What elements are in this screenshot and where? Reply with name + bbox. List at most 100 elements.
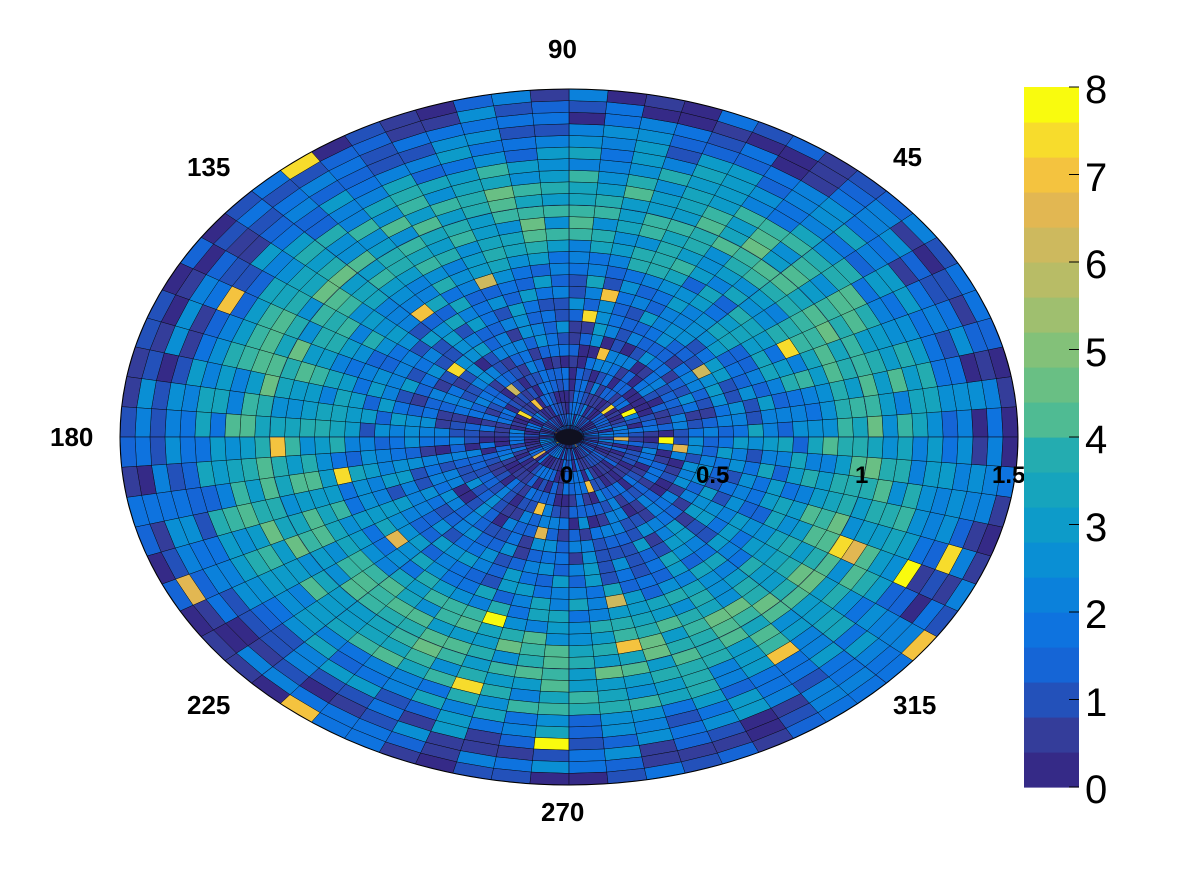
heatmap-cell bbox=[581, 309, 598, 324]
heatmap-cell bbox=[881, 414, 899, 438]
heatmap-cell bbox=[732, 436, 749, 450]
angle-label-315: 315 bbox=[893, 690, 936, 720]
heatmap-cell bbox=[551, 575, 570, 589]
color-scale-step bbox=[1024, 752, 1079, 788]
heatmap-cell bbox=[568, 517, 580, 531]
heatmap-cell bbox=[194, 436, 212, 463]
heatmap-cell bbox=[533, 123, 570, 137]
color-tick-0: 0 bbox=[1085, 768, 1107, 812]
heatmap-cell bbox=[164, 436, 182, 465]
heatmap-cell bbox=[529, 263, 551, 278]
heatmap-cell bbox=[568, 193, 597, 207]
heatmap-cell bbox=[179, 436, 197, 464]
heatmap-cell bbox=[568, 667, 597, 681]
heatmap-cell bbox=[537, 702, 570, 716]
heatmap-cell bbox=[822, 418, 839, 438]
heatmap-cell bbox=[926, 436, 944, 463]
heatmap-cell bbox=[588, 251, 611, 266]
angular-gridline bbox=[568, 190, 887, 438]
heatmap-cell bbox=[299, 436, 316, 456]
heatmap-cell bbox=[542, 656, 570, 670]
heatmap-cell bbox=[545, 633, 570, 647]
heatmap-cell bbox=[837, 417, 854, 438]
heatmap-cell bbox=[775, 450, 793, 468]
heatmap-cell bbox=[559, 355, 570, 368]
heatmap-cell bbox=[580, 321, 596, 335]
heatmap-cell bbox=[557, 332, 570, 345]
heatmap-cell bbox=[747, 423, 764, 438]
heatmap-cell bbox=[568, 714, 602, 728]
heatmap-cell bbox=[537, 298, 555, 312]
heatmap-cell bbox=[775, 406, 793, 424]
heatmap-cell bbox=[254, 415, 272, 438]
heatmap-cell bbox=[568, 297, 585, 311]
heatmap-cell bbox=[419, 426, 436, 438]
heatmap-cell bbox=[760, 449, 778, 466]
radial-label-1: 1 bbox=[855, 462, 868, 489]
heatmap-cell bbox=[558, 517, 570, 531]
heatmap-cell bbox=[688, 436, 704, 447]
color-scale-step bbox=[1024, 612, 1079, 648]
heatmap-cell bbox=[344, 421, 361, 438]
color-scale-step bbox=[1024, 192, 1079, 228]
heatmap-cell bbox=[299, 418, 316, 438]
heatmap-cell bbox=[546, 239, 570, 253]
heatmap-cell bbox=[554, 552, 570, 565]
heatmap-cell bbox=[762, 436, 779, 452]
heatmap-cell bbox=[911, 412, 929, 438]
heatmap-cell bbox=[896, 436, 914, 461]
heatmap-cell bbox=[568, 216, 595, 230]
heatmap-cell bbox=[550, 586, 570, 600]
heatmap-cell bbox=[119, 436, 137, 468]
heatmap-cell bbox=[530, 100, 570, 114]
heatmap-cell bbox=[536, 146, 570, 160]
heatmap-cell bbox=[543, 216, 570, 230]
heatmap-cell bbox=[555, 320, 570, 334]
angular-gridline bbox=[251, 436, 570, 684]
heatmap-cell bbox=[568, 633, 593, 647]
heatmap-cell bbox=[534, 573, 554, 588]
color-tick-3: 3 bbox=[1085, 506, 1107, 550]
color-scale-step bbox=[1024, 297, 1079, 333]
heatmap-cell bbox=[956, 409, 974, 438]
heatmap-cell bbox=[986, 407, 1004, 438]
heatmap-cell bbox=[463, 436, 480, 445]
heatmap-cell bbox=[329, 436, 346, 454]
heatmap-cell bbox=[529, 596, 551, 611]
heatmap-cell bbox=[555, 540, 570, 554]
heatmap-cell bbox=[330, 404, 349, 423]
color-scale-step bbox=[1024, 542, 1079, 578]
heatmap-cell bbox=[542, 204, 570, 218]
heatmap-cell bbox=[284, 417, 301, 438]
heatmap-cell bbox=[716, 446, 734, 460]
heatmap-cell bbox=[568, 506, 579, 519]
heatmap-cell bbox=[881, 436, 899, 460]
heatmap-cell bbox=[702, 426, 719, 438]
heatmap-cell bbox=[583, 562, 601, 576]
heatmap-cell bbox=[536, 714, 570, 728]
heatmap-cell bbox=[568, 702, 601, 716]
heatmap-cell bbox=[345, 450, 363, 468]
angle-label-45: 45 bbox=[893, 142, 922, 172]
angle-label-135: 135 bbox=[187, 152, 230, 182]
heatmap-cell bbox=[404, 414, 422, 428]
heatmap-cell bbox=[673, 428, 689, 438]
heatmap-cell bbox=[224, 436, 242, 461]
heatmap-cell bbox=[532, 585, 553, 600]
angle-label-180: 180 bbox=[50, 422, 93, 452]
heatmap-cell bbox=[568, 204, 596, 218]
heatmap-cell bbox=[239, 436, 257, 460]
heatmap-cell bbox=[568, 100, 608, 114]
heatmap-cell bbox=[1001, 406, 1019, 438]
heatmap-cell bbox=[404, 436, 421, 449]
heatmap-cell bbox=[537, 158, 570, 172]
radial-label-1.5: 1.5 bbox=[992, 462, 1025, 489]
heatmap-cell bbox=[374, 436, 391, 451]
heatmap-cell bbox=[389, 412, 408, 427]
heatmap-cell bbox=[971, 408, 989, 438]
heatmap-cell bbox=[314, 436, 331, 455]
heatmap-cell bbox=[149, 436, 167, 466]
heatmap-cell bbox=[568, 227, 593, 241]
color-scale-step bbox=[1024, 437, 1079, 473]
angular-gridline bbox=[251, 190, 570, 438]
